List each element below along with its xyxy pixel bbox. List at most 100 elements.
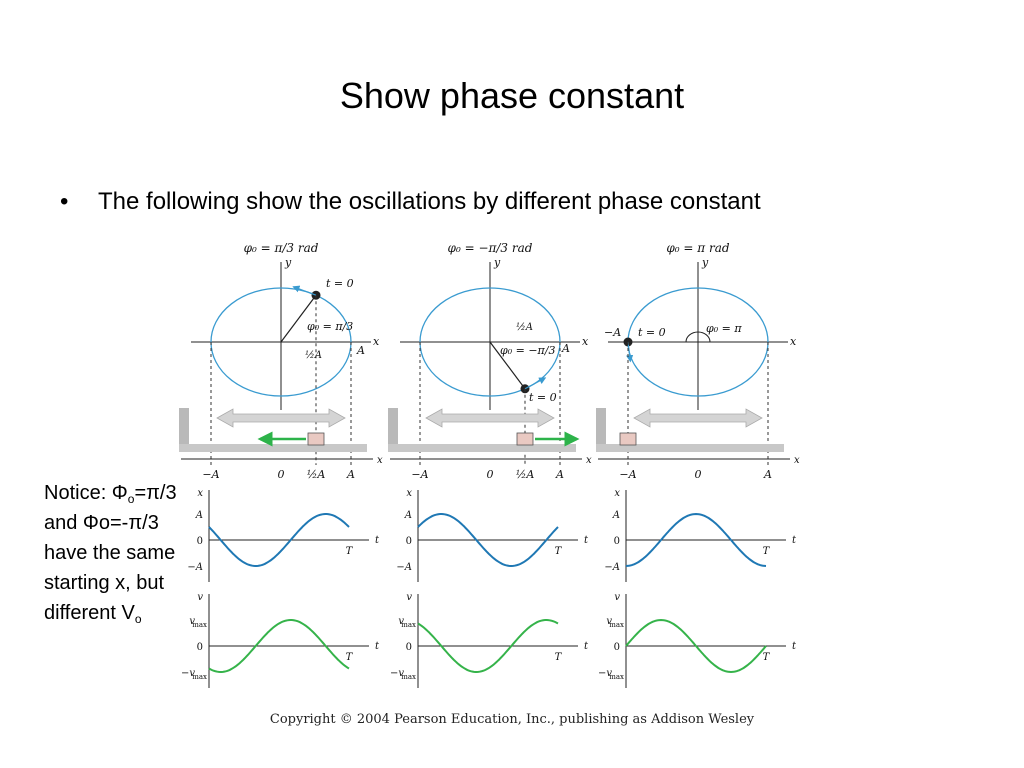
x-axis-label: x	[790, 335, 797, 348]
track-tick-label: 0	[278, 468, 285, 481]
xt-T-label: T	[555, 546, 563, 557]
bullet-item: • The following show the oscillations by …	[60, 186, 761, 218]
vt-zero-label: 0	[197, 642, 203, 653]
phase-label: φ₀ = −π/3 rad	[448, 241, 533, 255]
notice-line-4: starting x, but	[44, 572, 165, 594]
oscillation-range-arrow	[425, 408, 555, 428]
block	[307, 432, 325, 446]
position-curve	[417, 513, 559, 567]
vt-T-label: T	[555, 652, 563, 663]
angle-label: φ₀ = π/3	[307, 320, 353, 333]
vt-vmax-sub: max	[609, 621, 624, 629]
track-tick-label: ½A	[516, 468, 535, 481]
t0-label: t = 0	[638, 326, 666, 339]
xt-negA-label: −A	[396, 562, 412, 573]
xt-T-label: T	[763, 546, 771, 557]
track-tick-label: −A	[619, 468, 636, 481]
xt-axis-label: x	[614, 488, 620, 499]
track-tick-label: A	[346, 468, 355, 481]
rotation-arrow	[292, 285, 317, 296]
x-axis-label: x	[582, 335, 589, 348]
notice-line-3: have the same	[44, 542, 176, 564]
vt-neg-vmax-sub: max	[192, 673, 207, 681]
t0-label: t = 0	[326, 277, 354, 290]
amp-label: A	[561, 342, 570, 355]
wall	[179, 408, 189, 450]
position-curve	[208, 513, 350, 567]
y-axis-label: y	[493, 256, 501, 269]
angle-label: φ₀ = π	[706, 322, 742, 335]
angle-arc	[685, 331, 711, 343]
vt-T-label: T	[346, 652, 354, 663]
vt-vmax-sub: max	[192, 621, 207, 629]
neg-amp-label: −A	[604, 326, 621, 339]
t0-label: t = 0	[529, 391, 557, 404]
phasor-line	[280, 294, 317, 343]
vt-neg-vmax-sub: max	[609, 673, 624, 681]
xt-zero-label: 0	[614, 536, 620, 547]
rotation-arrow	[626, 341, 634, 363]
track-tick-label: A	[555, 468, 564, 481]
vt-T-label: T	[763, 652, 771, 663]
oscillation-range-arrow	[216, 408, 346, 428]
track-tick-label: −A	[411, 468, 428, 481]
xt-A-label: A	[195, 510, 203, 521]
track	[596, 444, 784, 452]
vt-axis-label: v	[406, 592, 412, 603]
xt-time-label: t	[792, 535, 797, 546]
phasor-line	[489, 341, 526, 390]
vt-neg-vmax-label: −v	[181, 668, 195, 679]
notice-line-5: different Vo	[44, 602, 142, 626]
track-axis-label: x	[794, 455, 800, 466]
half-A-label: ½A	[305, 350, 322, 361]
vt-axis-label: v	[614, 592, 620, 603]
track-tick-label: 0	[487, 468, 494, 481]
bullet-symbol: •	[60, 188, 69, 215]
x-axis-label: x	[373, 335, 380, 348]
xt-negA-label: −A	[604, 562, 620, 573]
track	[388, 444, 576, 452]
vt-vmax-label: v	[398, 616, 404, 627]
oscillation-range-arrow	[633, 408, 763, 428]
vt-neg-vmax-label: −v	[390, 668, 404, 679]
vt-neg-vmax-label: −v	[598, 668, 612, 679]
track-tick-label: −A	[202, 468, 219, 481]
xt-T-label: T	[346, 546, 354, 557]
vt-vmax-label: v	[606, 616, 612, 627]
track-tick-label: A	[763, 468, 772, 481]
xt-A-label: A	[404, 510, 412, 521]
xt-time-label: t	[375, 535, 380, 546]
track-axis-label: x	[377, 455, 383, 466]
xt-axis-label: x	[197, 488, 203, 499]
vt-zero-label: 0	[614, 642, 620, 653]
vt-neg-vmax-sub: max	[401, 673, 416, 681]
bullet-text: The following show the oscillations by d…	[98, 188, 761, 215]
vt-time-label: t	[792, 641, 797, 652]
xt-negA-label: −A	[187, 562, 203, 573]
slide-title: Show phase constant	[339, 75, 685, 116]
notice-text: Notice: Φo=π/3 and Φo=-π/3 have the same…	[44, 478, 177, 628]
velocity-curve	[417, 619, 559, 673]
vt-vmax-sub: max	[401, 621, 416, 629]
xt-axis-label: x	[406, 488, 412, 499]
angle-label: φ₀ = −π/3	[500, 344, 555, 357]
block	[619, 432, 637, 446]
xt-zero-label: 0	[406, 536, 412, 547]
y-axis-label: y	[284, 256, 292, 269]
rotation-arrow	[524, 377, 547, 390]
notice-line-1: Notice: Φo=π/3	[44, 482, 177, 506]
y-axis-label: y	[701, 256, 709, 269]
xt-zero-label: 0	[197, 536, 203, 547]
velocity-curve	[208, 619, 350, 673]
vt-vmax-label: v	[189, 616, 195, 627]
track-tick-label: 0	[695, 468, 702, 481]
velocity-curve	[625, 618, 767, 674]
vt-time-label: t	[584, 641, 589, 652]
half-A-label: ½A	[516, 322, 533, 333]
block	[516, 432, 534, 446]
phase-label: φ₀ = π rad	[666, 241, 729, 255]
